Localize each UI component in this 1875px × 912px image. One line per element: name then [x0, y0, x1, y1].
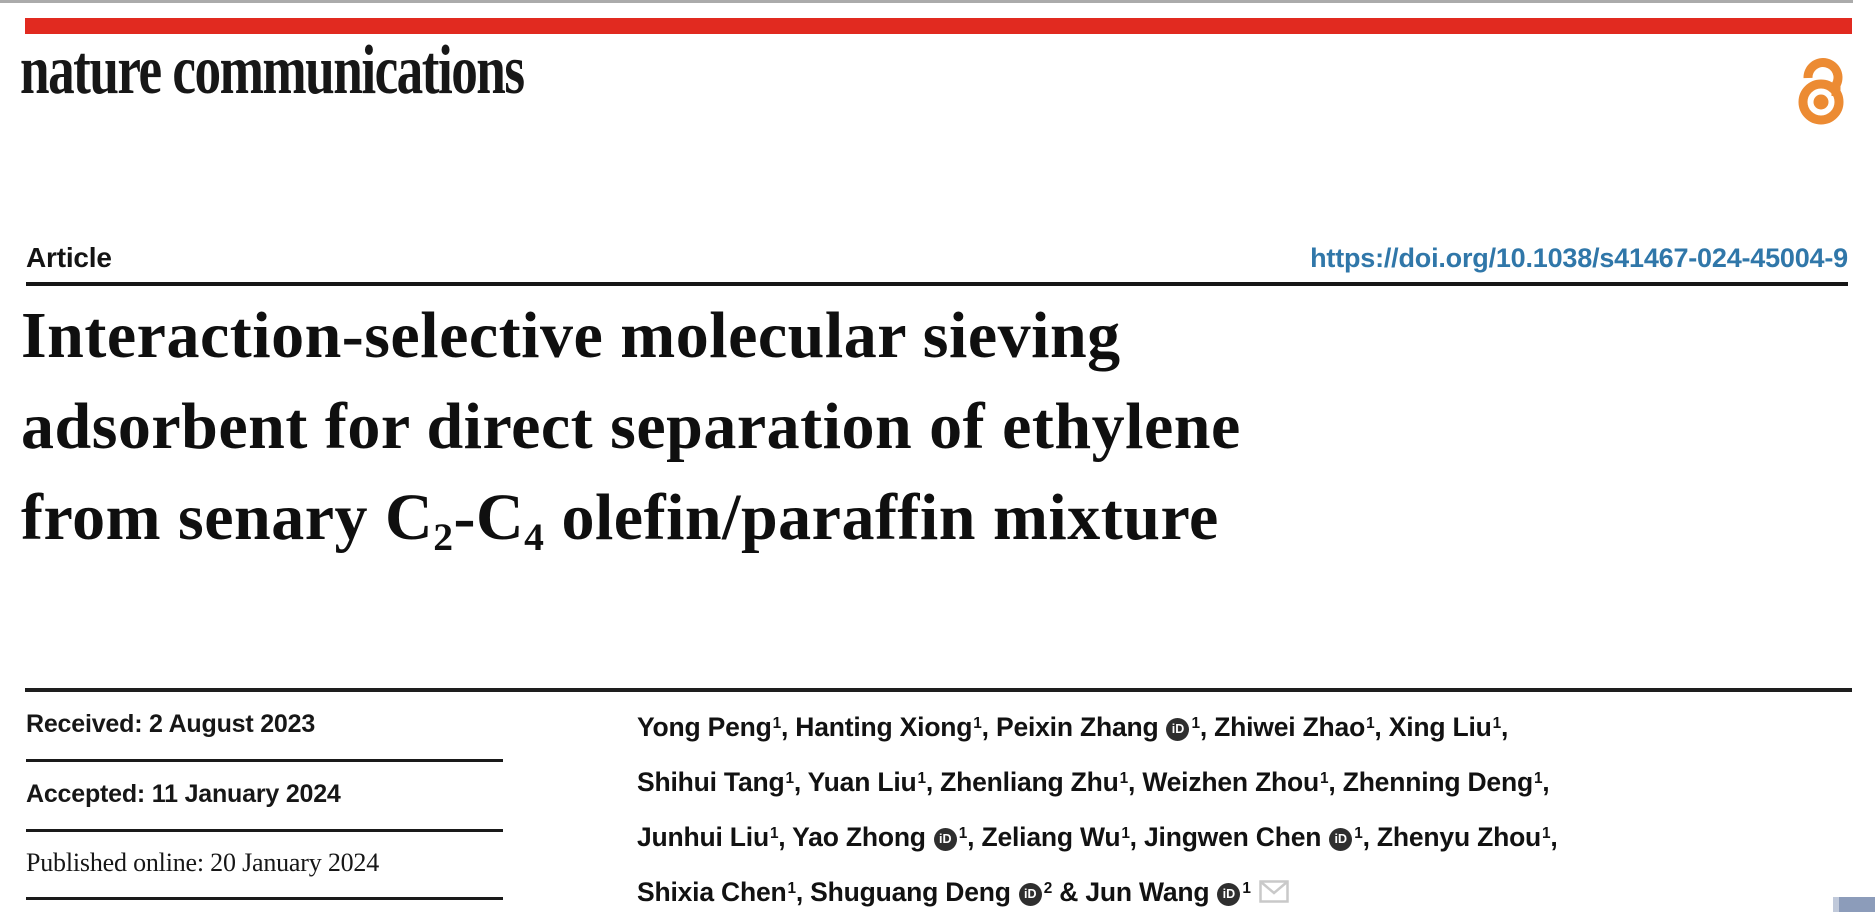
author-name: Shixia Chen	[637, 877, 787, 907]
affiliation-superscript: 1	[1191, 714, 1200, 732]
title-text: -C	[453, 481, 525, 554]
title-text: olefin/paraffin mixture	[544, 481, 1219, 554]
author-list: Yong Peng1, Hanting Xiong1, Peixin Zhang…	[637, 702, 1857, 912]
affiliation-superscript: 2	[1043, 879, 1053, 897]
title-text: Interaction-selective molecular sieving	[21, 299, 1121, 372]
published-date: Published online: 20 January 2024	[26, 832, 503, 900]
affiliation-superscript: 1	[958, 824, 968, 842]
affiliation-superscript: 1	[1492, 714, 1502, 732]
affiliation-superscript: 1	[1366, 714, 1375, 732]
author-line: Junhui Liu1, Yao Zhong iD 1, Zeliang Wu1, …	[637, 822, 1558, 852]
brand-red-bar	[25, 18, 1852, 34]
title-line: adsorbent for direct separation of ethyl…	[21, 381, 1801, 472]
affiliation-superscript: 1	[785, 769, 794, 787]
orcid-icon[interactable]: iD	[933, 828, 957, 851]
title-subscript: 4	[524, 514, 545, 559]
orcid-icon[interactable]: iD	[1329, 828, 1353, 851]
author-name: Zhenning Deng	[1342, 767, 1533, 797]
journal-logo: nature communications	[20, 32, 525, 109]
author-name: Jun Wang	[1085, 877, 1210, 907]
affiliation-superscript: 1	[772, 714, 782, 732]
affiliation-superscript: 1	[1242, 879, 1251, 897]
author-line: Shixia Chen1, Shuguang Deng iD 2 & Jun Wan…	[637, 867, 1857, 912]
article-type-label: Article	[26, 242, 112, 273]
article-title: Interaction-selective molecular sieving a…	[21, 290, 1801, 572]
author-name: Jingwen Chen	[1144, 822, 1322, 852]
page-top-edge	[0, 0, 1853, 3]
doi-link[interactable]: https://doi.org/10.1038/s41467-024-45004…	[1310, 243, 1848, 273]
title-line: from senary C2-C4 olefin/paraffin mixtur…	[21, 472, 1801, 572]
title-text: from senary C	[21, 481, 434, 554]
orcid-icon[interactable]: iD	[1018, 883, 1042, 906]
envelope-icon[interactable]	[1258, 880, 1289, 903]
author-name: Shuguang Deng	[810, 877, 1011, 907]
corner-widget-fragment	[1833, 897, 1875, 912]
article-history: Received: 2 August 2023 Accepted: 11 Jan…	[26, 692, 503, 900]
section-divider-rule	[25, 688, 1852, 692]
affiliation-superscript: 1	[1121, 824, 1130, 842]
author-name: Weizhen Zhou	[1142, 767, 1320, 797]
author-name: Junhui Liu	[637, 822, 769, 852]
author-name: Yuan Liu	[807, 767, 917, 797]
orcid-icon[interactable]: iD	[1217, 883, 1241, 906]
title-subscript: 2	[433, 514, 454, 559]
author-name: Zhenyu Zhou	[1376, 822, 1542, 852]
affiliation-superscript: 1	[769, 824, 779, 842]
accepted-date: Accepted: 11 January 2024	[26, 762, 503, 832]
author-name: Yao Zhong	[792, 822, 926, 852]
author-line: Yong Peng1, Hanting Xiong1, Peixin Zhang…	[637, 712, 1509, 742]
affiliation-superscript: 1	[1542, 824, 1551, 842]
affiliation-superscript: 1	[917, 769, 927, 787]
author-name: Yong Peng	[637, 712, 772, 742]
title-text: adsorbent for direct separation of ethyl…	[21, 390, 1241, 463]
author-name: Zhenliang Zhu	[940, 767, 1119, 797]
title-line: Interaction-selective molecular sieving	[21, 290, 1801, 381]
affiliation-superscript: 1	[1533, 769, 1543, 787]
author-name: Hanting Xiong	[795, 712, 973, 742]
affiliation-superscript: 1	[787, 879, 796, 897]
author-name: Zhiwei Zhao	[1214, 712, 1366, 742]
affiliation-superscript: 1	[1354, 824, 1363, 842]
article-type-row: Article https://doi.org/10.1038/s41467-0…	[26, 226, 1848, 286]
affiliation-superscript: 1	[973, 714, 982, 732]
author-name: Zeliang Wu	[981, 822, 1121, 852]
orcid-icon[interactable]: iD	[1166, 718, 1190, 741]
author-name: Shihui Tang	[637, 767, 785, 797]
affiliation-superscript: 1	[1320, 769, 1329, 787]
author-name: Xing Liu	[1388, 712, 1492, 742]
received-date: Received: 2 August 2023	[26, 692, 503, 762]
author-line: Shihui Tang1, Yuan Liu1, Zhenliang Zhu1,…	[637, 767, 1550, 797]
affiliation-superscript: 1	[1119, 769, 1129, 787]
open-access-icon	[1798, 58, 1844, 125]
author-name: Peixin Zhang	[995, 712, 1159, 742]
